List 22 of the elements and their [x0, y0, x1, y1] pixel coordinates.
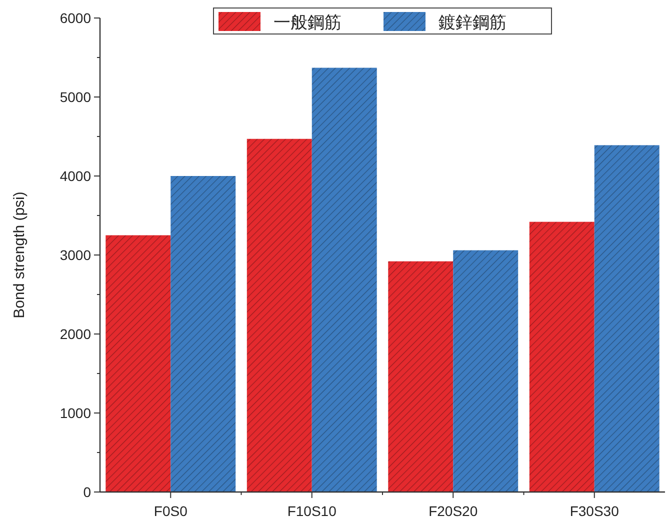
- y-axis-title: Bond strength (psi): [11, 192, 28, 318]
- y-tick-label: 6000: [60, 10, 92, 26]
- x-tick-label: F30S30: [570, 503, 620, 519]
- y-tick-label: 3000: [60, 247, 92, 263]
- y-tick-label: 5000: [60, 89, 92, 105]
- y-tick-label: 1000: [60, 405, 92, 421]
- bar: [453, 250, 518, 492]
- legend-label: 鍍鋅鋼筋: [438, 13, 506, 32]
- y-tick-label: 0: [83, 484, 92, 500]
- bar: [594, 145, 660, 492]
- bar: [246, 138, 312, 492]
- bar: [312, 68, 377, 492]
- bar: [170, 176, 236, 492]
- legend-label: 一般鋼筋: [274, 13, 342, 32]
- y-tick-label: 2000: [60, 326, 92, 342]
- bar: [388, 261, 454, 492]
- bar: [529, 222, 594, 492]
- x-tick-label: F10S10: [287, 503, 337, 519]
- x-tick-label: F20S20: [428, 503, 478, 519]
- y-tick-label: 4000: [60, 168, 92, 184]
- x-tick-label: F0S0: [154, 503, 188, 519]
- bar: [106, 235, 171, 492]
